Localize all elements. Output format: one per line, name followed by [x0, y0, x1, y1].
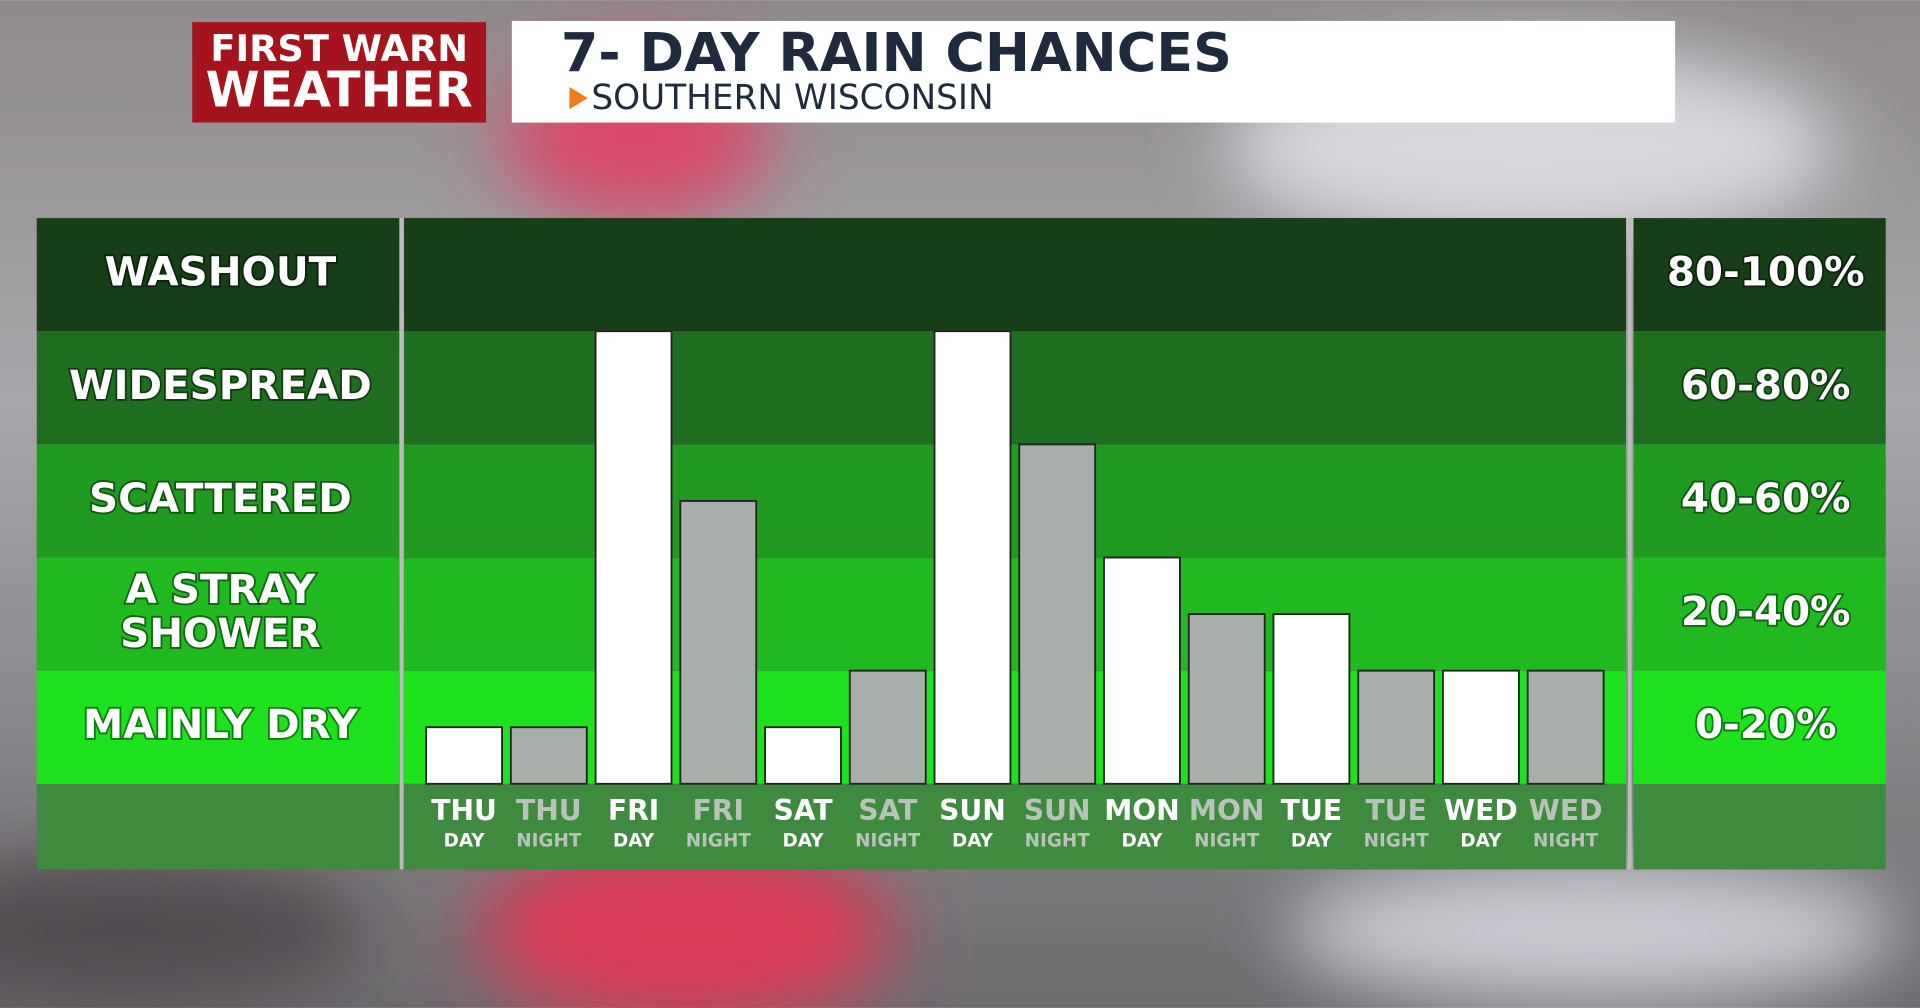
band-range: 60-80% — [1681, 361, 1851, 409]
bar — [594, 330, 673, 785]
bar — [1357, 669, 1436, 785]
category-period: DAY — [1121, 830, 1163, 851]
category-day: SUN — [939, 794, 1006, 827]
category-day: WED — [1444, 794, 1518, 827]
category-day: MON — [1104, 794, 1180, 827]
band-label: A STRAY — [126, 565, 316, 613]
band-label: WIDESPREAD — [69, 361, 372, 409]
bar — [1272, 613, 1351, 785]
band-label: SHOWER — [120, 609, 320, 657]
category-day: THU — [516, 794, 582, 827]
logo-line1: FIRST WARN — [210, 27, 468, 70]
range-panel-footer — [1633, 783, 1886, 870]
band-label: MAINLY DRY — [83, 700, 358, 748]
band-label-cell — [36, 331, 400, 445]
category-day: FRI — [693, 794, 744, 827]
category-period: DAY — [1460, 830, 1502, 851]
category-period: NIGHT — [1533, 830, 1599, 851]
band — [404, 331, 1627, 445]
bar — [679, 500, 758, 785]
band-range-cell — [1633, 331, 1886, 445]
bar — [1187, 613, 1266, 785]
band-range-cell — [1633, 444, 1886, 558]
band-label-cell — [36, 444, 400, 558]
band-range: 0-20% — [1695, 700, 1837, 748]
bar — [848, 669, 927, 785]
category-day: TUE — [1366, 794, 1427, 827]
category-period: NIGHT — [686, 830, 752, 851]
category-period: DAY — [952, 830, 994, 851]
band-label-cell — [36, 218, 400, 332]
category-period: NIGHT — [1194, 830, 1260, 851]
category-row — [404, 783, 1627, 870]
category-period: NIGHT — [1364, 830, 1430, 851]
bar — [1103, 556, 1181, 785]
band-range: 80-100% — [1667, 248, 1865, 296]
label-panel-footer — [36, 783, 400, 870]
category-period: DAY — [783, 830, 825, 851]
category-day: FRI — [608, 794, 659, 827]
bar — [933, 330, 1012, 785]
bar — [1018, 443, 1097, 785]
category-period: DAY — [444, 830, 486, 851]
band-label: WASHOUT — [105, 248, 337, 296]
category-day: SUN — [1024, 794, 1091, 827]
category-day: TUE — [1281, 794, 1342, 827]
band-label-cell — [36, 670, 400, 784]
band — [404, 444, 1627, 558]
band-range-cell — [1633, 218, 1886, 332]
category-period: DAY — [1291, 830, 1333, 851]
category-period: NIGHT — [1025, 830, 1091, 851]
category-day: MON — [1189, 794, 1265, 827]
band-label-cell — [36, 557, 400, 671]
category-period: DAY — [613, 830, 655, 851]
band-range-cell — [1633, 670, 1886, 784]
band-range: 20-40% — [1681, 587, 1851, 635]
band-label: SCATTERED — [89, 474, 352, 522]
logo-box — [192, 22, 487, 123]
bar — [425, 726, 503, 785]
chart-subtitle: SOUTHERN WISCONSIN — [591, 78, 993, 118]
category-day: WED — [1529, 794, 1603, 827]
category-day: SAT — [773, 794, 833, 827]
bar — [1526, 669, 1605, 785]
background-blur — [0, 49, 1898, 1008]
band-range-cell — [1633, 557, 1886, 671]
logo-line2: WEATHER — [206, 62, 473, 119]
chart-title: 7- DAY RAIN CHANCES — [561, 21, 1232, 84]
subtitle-arrow — [569, 87, 588, 110]
bar — [1442, 669, 1520, 785]
band-range: 40-60% — [1681, 474, 1851, 522]
category-day: THU — [431, 794, 497, 827]
bar — [509, 726, 588, 785]
category-day: SAT — [858, 794, 918, 827]
category-period: NIGHT — [516, 830, 582, 851]
bar — [764, 726, 842, 785]
category-period: NIGHT — [855, 830, 921, 851]
band — [404, 557, 1627, 671]
title-box — [511, 20, 1676, 123]
band — [404, 218, 1627, 332]
